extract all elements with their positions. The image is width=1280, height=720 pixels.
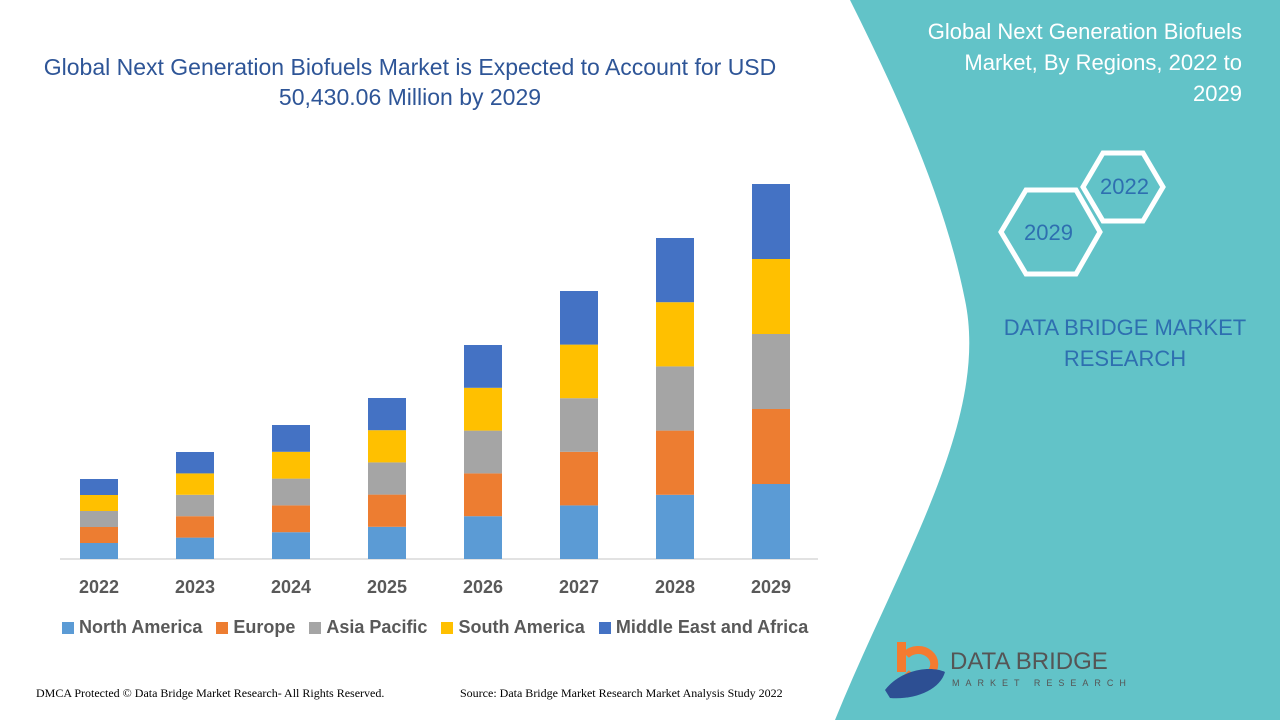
bar-segment (80, 511, 118, 527)
bar-segment (464, 345, 502, 388)
bar-segment (560, 398, 598, 452)
bar-segment (464, 473, 502, 517)
bar-segment (272, 425, 310, 452)
legend-item: North America (62, 617, 202, 638)
bar-segment (752, 409, 790, 484)
bar-segment (752, 259, 790, 334)
legend-swatch (62, 621, 74, 634)
footer-source: Source: Data Bridge Market Research Mark… (460, 686, 783, 700)
legend: North America Europe Asia Pacific South Ame… (62, 617, 808, 638)
x-tick-label: 2028 (655, 577, 695, 597)
bar-segment (560, 291, 598, 345)
bar-segment (560, 505, 598, 559)
bar-segment (656, 302, 694, 367)
hex-label-2029: 2029 (1024, 220, 1073, 245)
bar-segment (176, 473, 214, 495)
logo-icon (885, 642, 945, 699)
bar-segment (368, 462, 406, 495)
bar-segment (272, 478, 310, 506)
x-tick-label: 2029 (751, 577, 791, 597)
bar-segment (176, 516, 214, 538)
x-tick-label: 2026 (463, 577, 503, 597)
legend-label: Asia Pacific (326, 617, 428, 637)
bar-segment (464, 516, 502, 559)
side-title: Global Next Generation Biofuels Market, … (927, 19, 1242, 106)
side-panel (835, 0, 1280, 720)
bar-segment (752, 334, 790, 409)
bar-segment (176, 452, 214, 474)
legend-label: North America (79, 617, 203, 637)
bar-segment (368, 526, 406, 559)
bar-segment (560, 451, 598, 506)
bar-segment (272, 451, 310, 479)
bar-segment (656, 366, 694, 431)
bar-segment (368, 494, 406, 527)
x-tick-label: 2023 (175, 577, 215, 597)
legend-swatch (309, 621, 322, 634)
x-tick-label: 2022 (79, 577, 119, 597)
logo-text: DATA BRIDGE (950, 648, 1108, 675)
x-ticks: 2022 2023 2024 2025 2026 2027 2028 2029 (79, 577, 791, 597)
legend-label: South America (458, 617, 585, 637)
legend-label: Middle East and Africa (615, 617, 809, 637)
legend-swatch (598, 621, 611, 634)
bar-segment (752, 484, 790, 559)
x-tick-label: 2025 (367, 577, 407, 597)
bar-segment (464, 430, 502, 474)
bar-segment (656, 430, 694, 495)
legend-item: Europe (216, 617, 295, 638)
x-tick-label: 2024 (271, 577, 311, 597)
bar-segment (368, 430, 406, 463)
bar-segment (272, 505, 310, 533)
x-tick-label: 2027 (559, 577, 599, 597)
legend-swatch (216, 621, 229, 634)
legend-item: Middle East and Africa (598, 617, 809, 638)
bar-segment (176, 537, 214, 559)
bar-segment (80, 495, 118, 511)
logo-subtext: MARKET RESEARCH (952, 678, 1132, 688)
brand-text: DATA BRIDGE MARKET RESEARCH (1003, 315, 1247, 371)
legend-swatch (441, 621, 454, 634)
bar-segment (80, 543, 118, 559)
bar-segment (656, 494, 694, 559)
legend-item: South America (441, 617, 585, 638)
chart-title: Global Next Generation Biofuels Market i… (43, 54, 777, 110)
hex-label-2022: 2022 (1100, 174, 1149, 199)
bars (80, 184, 790, 559)
bar-segment (656, 238, 694, 303)
bar-segment (560, 344, 598, 399)
bar-segment (272, 532, 310, 559)
bar-segment (80, 479, 118, 495)
legend-item: Asia Pacific (309, 617, 427, 638)
bar-segment (752, 184, 790, 259)
hexagon-2022 (1080, 150, 1166, 224)
bar-segment (368, 398, 406, 431)
footer-copyright: DMCA Protected © Data Bridge Market Rese… (36, 686, 385, 700)
bar-segment (464, 387, 502, 431)
bar-segment (80, 527, 118, 543)
hexagon-2029 (998, 187, 1103, 277)
legend-label: Europe (233, 617, 296, 637)
bar-segment (176, 494, 214, 517)
